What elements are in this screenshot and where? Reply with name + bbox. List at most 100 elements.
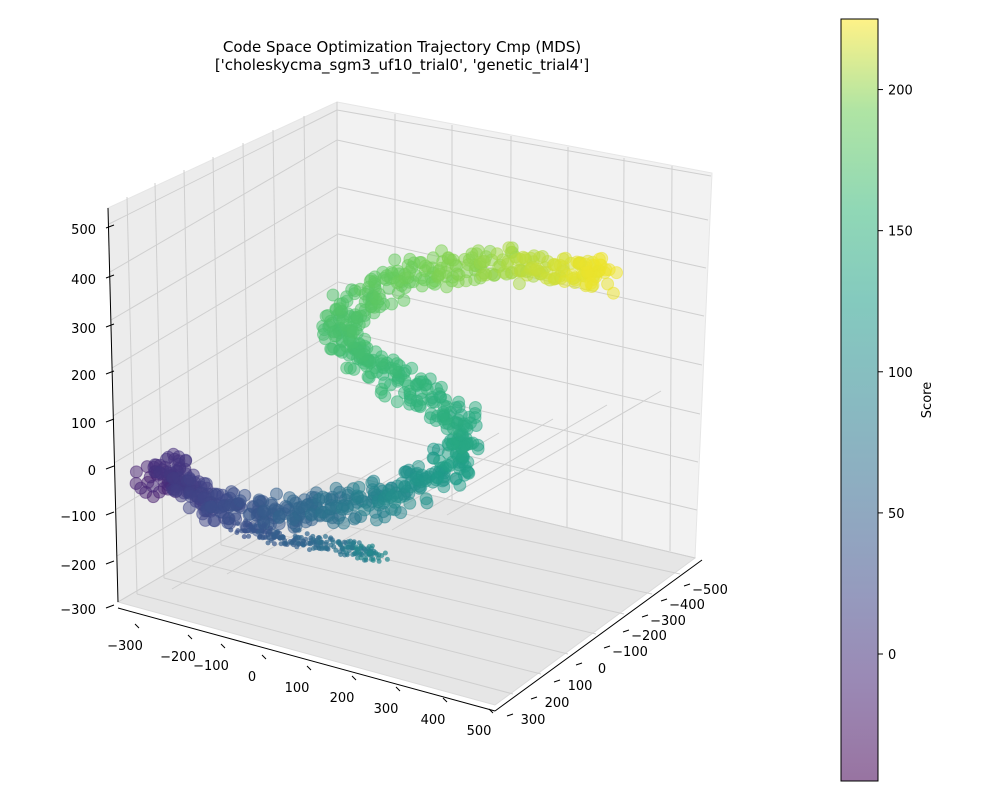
scatter-point [271, 541, 277, 547]
grid-line [220, 544, 597, 635]
scatter-point [559, 251, 572, 265]
y-tick-label: 100 [568, 679, 593, 694]
grid-line [621, 157, 625, 541]
y-tick-mark [641, 614, 649, 618]
x-tick-label: 400 [421, 713, 446, 728]
scatter-point [261, 534, 267, 540]
scatter-point [239, 528, 245, 534]
scatter-point [326, 288, 340, 302]
scatter-point [414, 372, 428, 386]
scatter-point [272, 510, 286, 523]
x-tick-label: −300 [107, 639, 143, 654]
scatter-point [592, 252, 606, 266]
scatter-point [400, 465, 414, 479]
scatter-point [265, 540, 271, 546]
z-tick-mark [105, 511, 115, 516]
scatter-point [324, 539, 329, 545]
scatter-point [388, 253, 402, 267]
z-tick-label: 400 [71, 273, 96, 288]
y-tick-label: 0 [598, 662, 606, 677]
scatter-point [170, 484, 184, 498]
scatter-point [548, 257, 562, 271]
scatter-point [304, 531, 310, 537]
scatter-point [403, 252, 417, 266]
scatter-point [441, 251, 455, 265]
scatter-point [379, 553, 385, 558]
scatter-point [346, 325, 360, 339]
scatter-point [336, 502, 350, 516]
z-tick-label: −200 [60, 559, 96, 574]
scatter-point [606, 286, 620, 300]
colorbar-tick-label: 150 [888, 225, 913, 240]
scatter-point [252, 523, 258, 529]
x-tick-mark [306, 665, 312, 671]
colorbar-tick-label: 100 [888, 366, 913, 381]
scatter-point [246, 533, 252, 539]
grid-line [337, 186, 707, 269]
scatter-point [280, 534, 286, 540]
y-tick-label: 300 [521, 713, 546, 728]
colorbar-tick-label: 0 [888, 648, 896, 663]
scatter-point [323, 534, 328, 539]
scatter-point [372, 287, 386, 301]
colorbar-label: Score [920, 382, 935, 418]
scatter-point [385, 489, 399, 503]
scatter-point [375, 555, 381, 561]
y-tick-mark [530, 696, 538, 700]
grid-line [154, 182, 165, 579]
scatter-point [382, 550, 388, 556]
scatter-point [420, 382, 434, 396]
y-axis-line [494, 559, 703, 712]
grid-line [163, 577, 542, 675]
scatter-point [252, 493, 266, 507]
scatter-point [244, 522, 250, 528]
scatter-point [311, 545, 316, 551]
grid-line [111, 233, 339, 369]
z-tick-label: −100 [60, 510, 96, 525]
scatter-point [340, 361, 354, 375]
scatter-point [323, 545, 329, 550]
scatter-point [228, 508, 242, 522]
scatter-point [370, 557, 376, 563]
scatter-point [599, 263, 613, 277]
scatter-point [459, 274, 473, 288]
scatter-point [433, 454, 447, 468]
z-tick-mark [105, 323, 115, 328]
scatter-point [166, 471, 180, 485]
scatter-point [462, 466, 476, 480]
x-tick-label: 300 [374, 702, 399, 717]
scatter-point [245, 528, 251, 534]
scatter-point [461, 258, 475, 272]
scatter-point [479, 268, 493, 282]
scatter-point [390, 395, 404, 409]
scatter-point [367, 550, 372, 556]
x-tick-mark [442, 697, 448, 703]
scatter-point [451, 413, 465, 427]
scatter-point [307, 547, 312, 553]
x-tick-mark [351, 675, 357, 681]
scatter-point [502, 241, 516, 255]
scatter-point [242, 508, 256, 522]
scatter-point [183, 473, 197, 486]
x-tick-label: 100 [285, 681, 310, 696]
z-tick-mark [105, 274, 115, 279]
scatter-point [579, 257, 593, 271]
y-tick-label: −300 [650, 614, 686, 629]
scatter-point [255, 529, 261, 535]
scatter-point [179, 453, 193, 467]
z-tick-mark [105, 224, 115, 229]
scatter-point [250, 527, 256, 533]
grid-line [337, 376, 699, 463]
grid-line [136, 593, 514, 695]
grid-line [112, 281, 339, 417]
y-tick-label: 200 [545, 696, 570, 711]
scatter-point [351, 540, 357, 546]
scatter-point [288, 540, 294, 546]
scatter-point [439, 265, 453, 279]
scatter-point [228, 527, 234, 533]
scatter-point [296, 527, 302, 533]
y-tick-mark [660, 598, 668, 602]
z-tick-label: 0 [88, 464, 96, 479]
y-tick-mark [683, 583, 691, 587]
grid-line [113, 329, 339, 464]
